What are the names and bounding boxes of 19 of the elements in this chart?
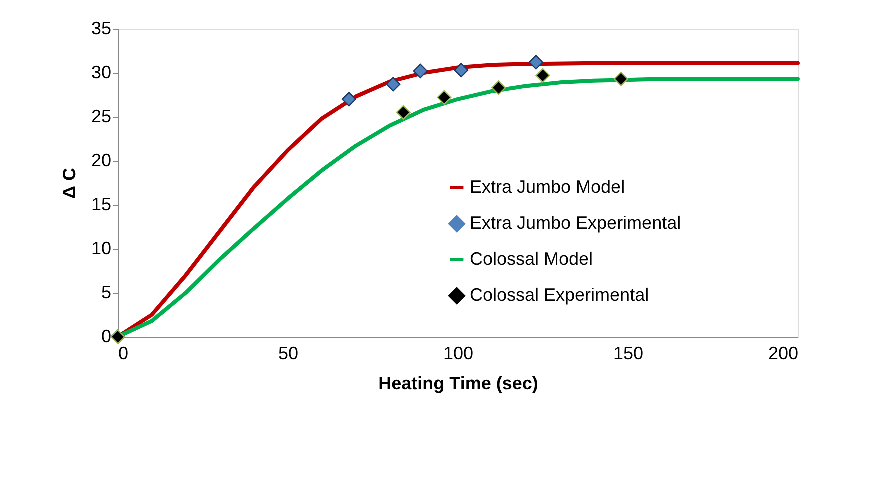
x-tick-label: 100 bbox=[443, 344, 474, 364]
legend-label: Extra Jumbo Experimental bbox=[470, 213, 682, 233]
y-tick-label: 30 bbox=[91, 62, 112, 82]
y-tick-label: 20 bbox=[91, 150, 112, 170]
y-tick-label: 0 bbox=[101, 326, 112, 346]
legend-label: Extra Jumbo Model bbox=[470, 177, 626, 197]
y-axis-title: Δ C bbox=[59, 168, 80, 199]
y-tick-label: 35 bbox=[91, 18, 112, 38]
y-tick-label: 15 bbox=[91, 194, 112, 214]
x-axis-title: Heating Time (sec) bbox=[378, 374, 538, 394]
x-tick-label: 200 bbox=[768, 344, 798, 364]
y-tick-label: 5 bbox=[101, 282, 112, 302]
x-tick-label: 150 bbox=[613, 344, 644, 364]
legend-label: Colossal Experimental bbox=[470, 285, 650, 305]
x-tick-label: 50 bbox=[278, 344, 299, 364]
x-tick-label: 0 bbox=[118, 344, 129, 364]
legend-label: Colossal Model bbox=[470, 249, 594, 269]
y-tick-label: 25 bbox=[91, 106, 112, 126]
y-tick-label: 10 bbox=[91, 238, 112, 258]
